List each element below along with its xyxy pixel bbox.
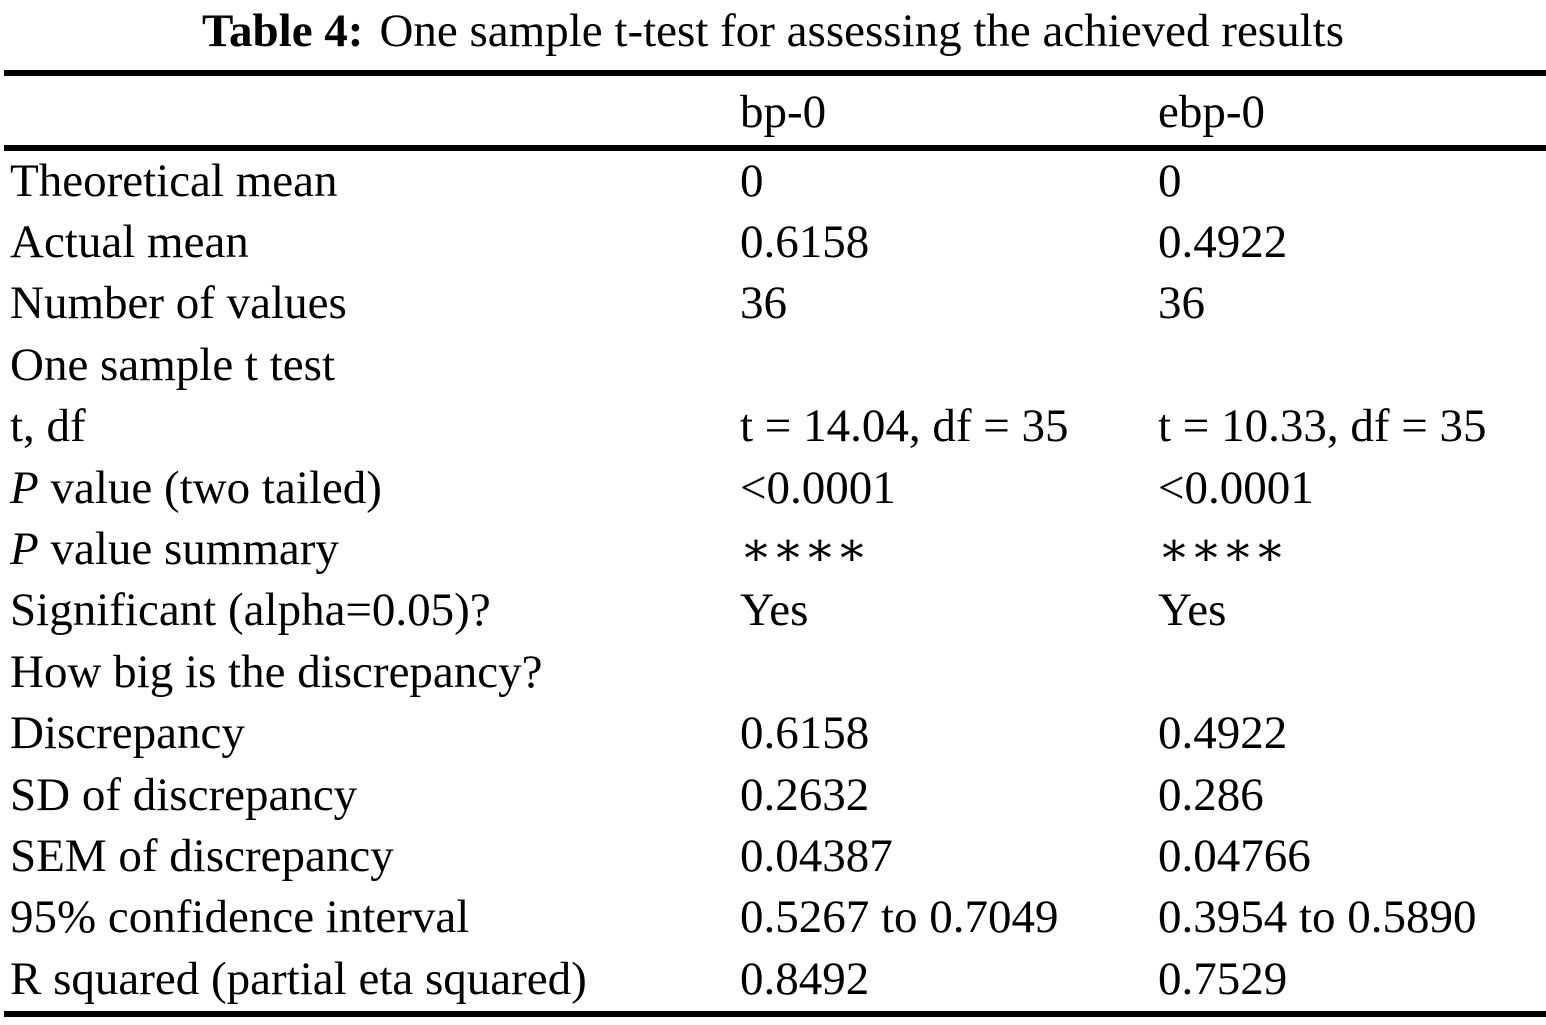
- row-label: P value (two tailed): [10, 461, 382, 514]
- cell-ebp0: ∗∗∗∗: [1158, 523, 1286, 576]
- row-label: R squared (partial eta squared): [10, 952, 587, 1005]
- cell-bp0: 0.6158: [740, 216, 870, 269]
- cell-bp0: <0.0001: [740, 461, 896, 514]
- cell-bp0: Yes: [740, 584, 809, 637]
- table-row: Number of values 36 36: [0, 273, 1546, 334]
- cell-bp0: 0.6158: [740, 707, 870, 760]
- cell-ebp0: t = 10.33, df = 35: [1158, 400, 1487, 453]
- row-label: 95% confidence interval: [10, 891, 470, 944]
- table-row: How big is the discrepancy?: [0, 641, 1546, 702]
- cell-ebp0: 36: [1158, 277, 1205, 330]
- row-label: Actual mean: [10, 216, 249, 269]
- row-label: SD of discrepancy: [10, 768, 358, 821]
- table-caption-number: Table 4:: [201, 5, 364, 57]
- cell-bp0: 0.5267 to 0.7049: [740, 891, 1059, 944]
- table-body: Theoretical mean 0 0 Actual mean 0.6158 0.492…: [0, 150, 1546, 1009]
- table-header-row: bp-0 ebp-0: [0, 82, 1546, 142]
- table-top-rule: [4, 70, 1546, 76]
- cell-bp0: 0.04387: [740, 829, 893, 882]
- table-row: P value summary ∗∗∗∗ ∗∗∗∗: [0, 518, 1546, 579]
- table-caption: Table 4: One sample t-test for assessing …: [0, 2, 1546, 60]
- cell-bp0: 0: [740, 154, 764, 207]
- table-row: Significant (alpha=0.05)? Yes Yes: [0, 580, 1546, 641]
- row-label: Significant (alpha=0.05)?: [10, 584, 491, 637]
- row-label: P value summary: [10, 523, 339, 576]
- header-bp0: bp-0: [740, 86, 827, 138]
- table-row: Discrepancy 0.6158 0.4922: [0, 703, 1546, 764]
- cell-bp0: t = 14.04, df = 35: [740, 400, 1069, 453]
- table-row: SEM of discrepancy 0.04387 0.04766: [0, 825, 1546, 886]
- row-label: SEM of discrepancy: [10, 829, 394, 882]
- cell-ebp0: 0.7529: [1158, 952, 1288, 1005]
- cell-bp0: 0.8492: [740, 952, 870, 1005]
- row-label: Theoretical mean: [10, 154, 338, 207]
- row-label-italic-prefix: P: [10, 523, 39, 576]
- cell-ebp0: 0.04766: [1158, 829, 1311, 882]
- table-bottom-rule: [4, 1011, 1546, 1017]
- cell-ebp0: 0.3954 to 0.5890: [1158, 891, 1477, 944]
- cell-bp0: ∗∗∗∗: [740, 523, 868, 576]
- table-row: t, df t = 14.04, df = 35 t = 10.33, df = 3…: [0, 396, 1546, 457]
- cell-ebp0: 0.4922: [1158, 707, 1288, 760]
- cell-bp0: 36: [740, 277, 787, 330]
- cell-ebp0: Yes: [1158, 584, 1227, 637]
- header-ebp0: ebp-0: [1158, 86, 1266, 138]
- row-label: How big is the discrepancy?: [10, 645, 543, 698]
- row-label-italic-prefix: P: [10, 461, 39, 514]
- row-label: Number of values: [10, 277, 347, 330]
- table-header-rule: [4, 145, 1546, 151]
- table-row: P value (two tailed) <0.0001 <0.0001: [0, 457, 1546, 518]
- cell-bp0: 0.2632: [740, 768, 870, 821]
- table-row: SD of discrepancy 0.2632 0.286: [0, 764, 1546, 825]
- row-label: t, df: [10, 400, 86, 453]
- row-label: One sample t test: [10, 338, 336, 391]
- cell-ebp0: 0: [1158, 154, 1182, 207]
- table-caption-text: One sample t-test for assessing the achi…: [379, 5, 1345, 57]
- row-label: Discrepancy: [10, 707, 245, 760]
- cell-ebp0: <0.0001: [1158, 461, 1314, 514]
- table-row: Theoretical mean 0 0: [0, 150, 1546, 211]
- cell-ebp0: 0.4922: [1158, 216, 1288, 269]
- table-row: 95% confidence interval 0.5267 to 0.7049 0…: [0, 887, 1546, 948]
- cell-ebp0: 0.286: [1158, 768, 1264, 821]
- table-row: One sample t test: [0, 334, 1546, 395]
- table-row: Actual mean 0.6158 0.4922: [0, 211, 1546, 272]
- table-row: R squared (partial eta squared) 0.8492 0.7…: [0, 948, 1546, 1009]
